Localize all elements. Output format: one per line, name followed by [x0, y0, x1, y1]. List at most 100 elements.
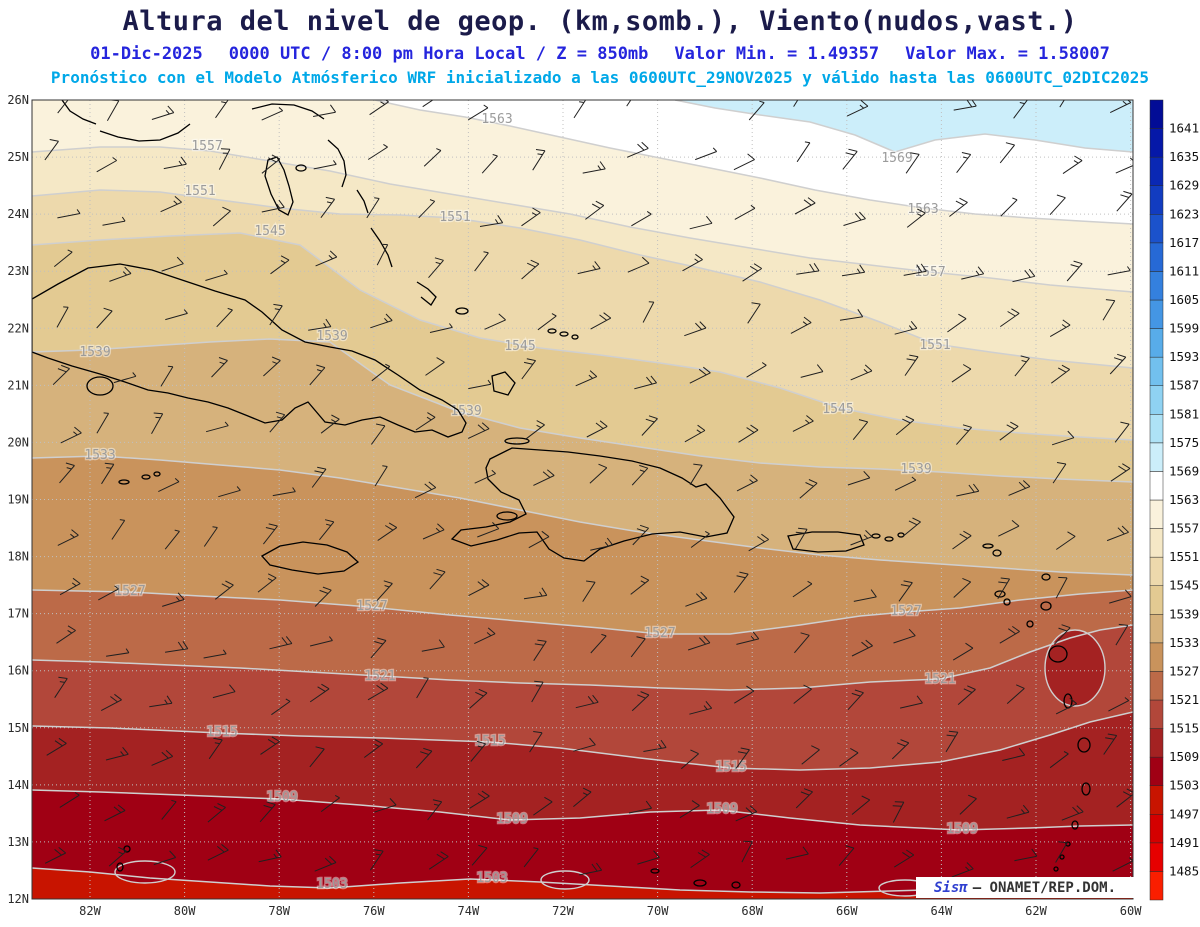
lat-label-15N: 15N	[7, 721, 29, 735]
wind-barb	[998, 520, 1020, 537]
colorbar-label: 1521	[1169, 692, 1199, 707]
colorbar-segment	[1149, 442, 1164, 472]
wind-barb	[269, 636, 293, 650]
wind-barb	[207, 844, 229, 861]
colorbar-segment	[1149, 728, 1164, 758]
wind-barb	[258, 849, 282, 863]
wind-barb	[642, 301, 655, 323]
wind-barb	[902, 517, 921, 537]
wind-barb	[102, 216, 126, 226]
contour-1533	[32, 455, 1133, 576]
wind-barb	[734, 204, 756, 220]
value-min: Valor Min. = 1.49357	[674, 44, 880, 64]
wind-barb	[161, 799, 177, 820]
wind-barb	[1107, 266, 1131, 276]
contour-1527	[32, 589, 1133, 635]
wind-barb	[98, 585, 119, 601]
wind-barb	[309, 746, 325, 768]
wind-barb	[894, 849, 915, 868]
chart-title: Altura del nivel de geop. (km,somb.), Vi…	[122, 6, 1078, 37]
wind-barb	[959, 794, 977, 815]
coastline-cat-island	[356, 189, 369, 214]
wind-barb	[537, 313, 557, 331]
wind-barb	[735, 805, 758, 822]
wind-barb	[734, 685, 755, 704]
wind-barb	[904, 354, 919, 376]
wind-barb	[308, 318, 332, 331]
wind-barb	[320, 414, 340, 434]
colorbar-segment	[1149, 528, 1164, 558]
colorbar-label: 1605	[1169, 292, 1199, 307]
wind-barb	[101, 462, 115, 485]
island	[1077, 737, 1091, 753]
colorbar: 1485 1491 1497 1503 1509 1515 1521 1527 1533 1539…	[1149, 99, 1199, 901]
contour-label-1509: 1509	[946, 822, 977, 837]
wind-barb	[469, 790, 490, 809]
wind-barb	[364, 739, 383, 758]
wind-barb	[1061, 805, 1084, 821]
wind-barb	[1059, 100, 1065, 108]
wind-barb	[474, 469, 496, 484]
wind-barb	[747, 302, 761, 324]
wind-barb	[370, 423, 386, 445]
wind-barb	[269, 411, 286, 433]
wind-barb	[313, 160, 337, 170]
wind-barb	[690, 530, 710, 548]
watermark-org: – ONAMET/REP.DOM.	[972, 879, 1116, 896]
wind-barb	[590, 633, 607, 654]
contour-1557	[32, 146, 1133, 293]
wind-barb	[415, 412, 436, 431]
wind-barb	[631, 691, 650, 712]
island	[884, 536, 894, 542]
contour-label-1545: 1545	[254, 224, 285, 239]
lat-label-21N: 21N	[7, 378, 29, 392]
island	[871, 533, 881, 539]
wind-barb	[218, 486, 241, 498]
band-fills	[32, 100, 1133, 895]
colorbar-segment	[1149, 614, 1164, 644]
wind-barb	[800, 364, 824, 378]
wind-barb	[895, 415, 915, 436]
wind-barb	[899, 695, 923, 709]
wind-barb	[577, 261, 601, 275]
wind-barb	[999, 625, 1020, 644]
wind-barb	[151, 750, 174, 766]
wind-barb	[1055, 576, 1068, 599]
wind-barb	[906, 208, 926, 228]
island	[496, 511, 518, 521]
wind-barb	[44, 139, 59, 161]
wind-barb	[214, 580, 234, 600]
colorbar-segment	[1149, 556, 1164, 586]
contour-label-1509: 1509	[496, 812, 527, 827]
wind-barb	[1014, 848, 1038, 862]
watermark-brand: Sisπ	[933, 879, 968, 896]
wind-barb	[738, 424, 759, 443]
colorbar-label: 1611	[1169, 263, 1199, 278]
lon-label-78W: 78W	[268, 904, 290, 918]
wind-barb	[793, 684, 812, 704]
contour-label-1539: 1539	[900, 462, 931, 477]
wind-barb	[370, 637, 387, 659]
colorbar-segment	[1149, 185, 1164, 215]
wind-barb	[257, 573, 277, 593]
coastline-andros	[264, 156, 294, 216]
wind-barb	[1116, 788, 1133, 808]
contour-1509	[32, 789, 1133, 831]
wind-barb	[999, 421, 1019, 441]
wind-barb	[149, 695, 173, 708]
lat-label-20N: 20N	[7, 435, 29, 449]
wind-barb	[1110, 463, 1131, 482]
wind-barb	[56, 625, 76, 644]
wind-barb	[679, 800, 700, 819]
wind-barb	[689, 366, 711, 384]
coastline-hispaniola	[450, 447, 735, 562]
wind-barb	[947, 313, 967, 333]
wind-barb	[1002, 747, 1026, 761]
island	[504, 437, 530, 445]
wind-barb	[585, 200, 605, 220]
wind-barb	[109, 266, 132, 282]
colorbar-segment	[1149, 842, 1164, 872]
lon-label-66W: 66W	[836, 904, 858, 918]
wind-barb	[742, 263, 762, 282]
wind-barb	[427, 799, 443, 821]
